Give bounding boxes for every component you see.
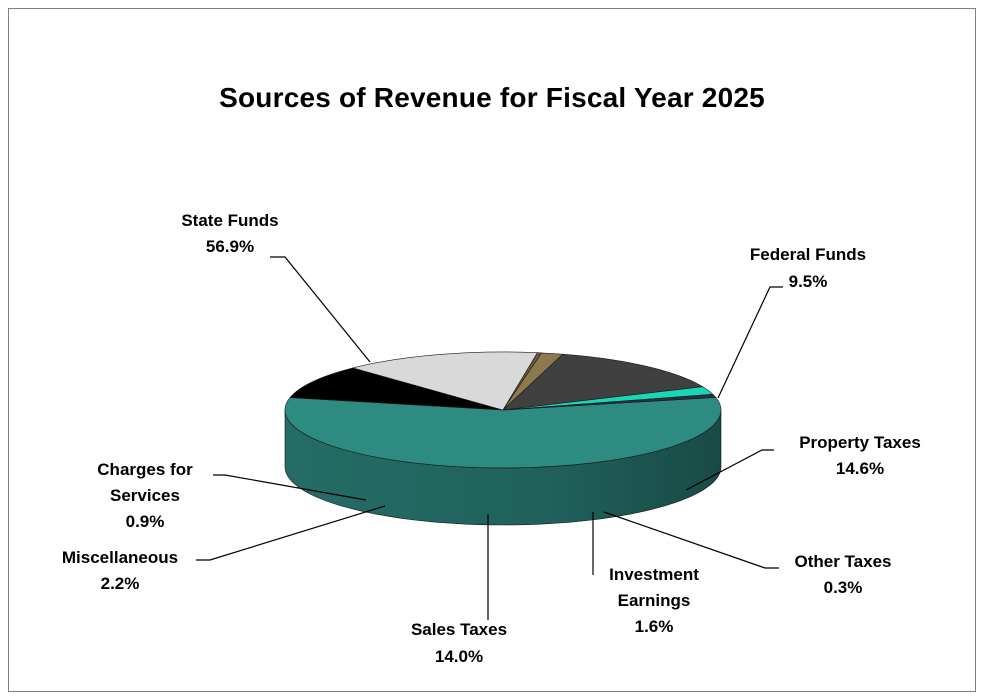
slice-value-investment-earnings: 1.6% [635,617,674,636]
leader-lines [196,256,783,620]
slice-value-property-taxes: 14.6% [836,459,884,478]
pie-side-shade-state-funds [285,410,721,525]
leader-line-other-taxes [603,511,779,569]
slice-name-charges-for-services: Services [110,486,180,505]
slice-name-property-taxes: Property Taxes [799,433,921,452]
slice-value-state-funds: 56.9% [206,237,254,256]
chart-frame [8,8,976,692]
slice-value-sales-taxes: 14.0% [435,647,483,666]
slice-value-miscellaneous: 2.2% [101,574,140,593]
leader-line-federal-funds [717,286,783,399]
slice-name-miscellaneous: Miscellaneous [62,548,178,567]
chart-title: Sources of Revenue for Fiscal Year 2025 [219,82,765,113]
slice-labels: State Funds 56.9% Federal Funds 9.5% Propert… [62,211,921,666]
pie-top-layer [284,351,722,469]
slice-name-investment-earnings: Investment [609,565,699,584]
slice-name-investment-earnings: Earnings [618,591,691,610]
pie-slice-federal-funds [289,367,504,411]
slice-name-other-taxes: Other Taxes [794,552,891,571]
pie-slice-sales-taxes [502,353,704,411]
slice-value-charges-for-services: 0.9% [126,512,165,531]
pie-slice-charges-for-services [502,393,717,411]
slice-value-federal-funds: 9.5% [789,272,828,291]
leader-line-state-funds [270,256,371,363]
slice-name-state-funds: State Funds [181,211,278,230]
leader-line-property-taxes [685,449,774,491]
pie-slice-property-taxes [351,351,539,411]
slice-name-charges-for-services: Charges for [97,460,193,479]
pie-slice-state-funds [284,397,722,469]
leader-line-miscellaneous [196,505,386,561]
slice-value-other-taxes: 0.3% [824,578,863,597]
leader-line-charges-for-services [213,474,367,501]
slice-name-sales-taxes: Sales Taxes [411,620,507,639]
slice-name-federal-funds: Federal Funds [750,245,866,264]
